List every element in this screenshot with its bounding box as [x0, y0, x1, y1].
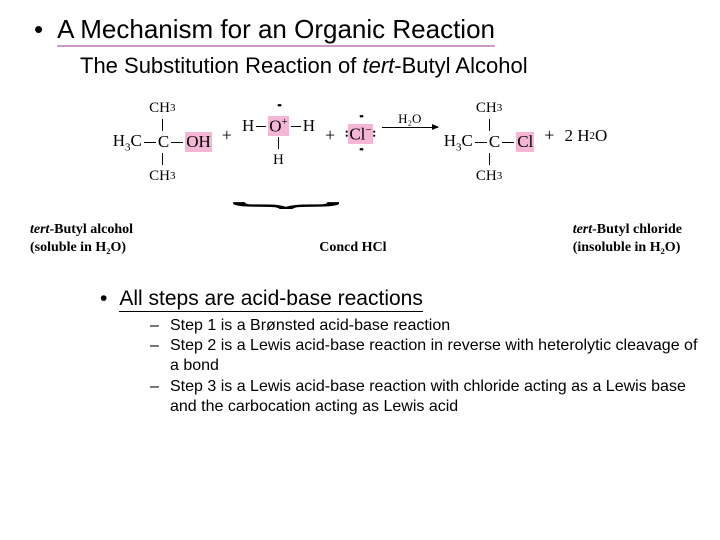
- arrow-label: H₂O: [398, 111, 421, 127]
- cl-group: Cl: [516, 132, 534, 152]
- sub-bullet-row: • All steps are acid-base reactions: [100, 287, 700, 312]
- dash-icon: –: [150, 336, 162, 377]
- title-row: • A Mechanism for an Organic Reaction: [20, 14, 700, 47]
- lone-pair-icon: ••: [373, 130, 376, 138]
- lone-pair-icon: ••: [359, 112, 362, 123]
- step-1-text: Step 1 is a Brønsted acid-base reaction: [170, 316, 450, 336]
- bond-v: [162, 119, 163, 131]
- subtitle-pre: The Substitution Reaction of: [80, 53, 363, 78]
- brace-icon: ⏟: [232, 173, 342, 208]
- list-item: – Step 2 is a Lewis acid-base reaction i…: [150, 336, 700, 377]
- reaction-equation: CH3 H3C C OH CH3 + •• H O+ H H ⏟ + •• ••: [20, 97, 700, 217]
- bond-v: [278, 137, 279, 149]
- o-atom: O+: [268, 116, 289, 137]
- mol-tbutyl-chloride: CH3 H3C C Cl CH3: [444, 97, 535, 187]
- list-item: – Step 1 is a Brønsted acid-base reactio…: [150, 316, 700, 336]
- mol-chloride: •• •• Cl− •• ••: [345, 111, 376, 155]
- step-3-text: Step 3 is a Lewis acid-base reaction wit…: [170, 377, 700, 418]
- page-title: A Mechanism for an Organic Reaction: [57, 14, 495, 47]
- h3c: H3C: [444, 131, 473, 153]
- bond-v: [162, 153, 163, 165]
- lone-pair-icon: ••: [359, 145, 362, 156]
- plus-icon: +: [325, 125, 335, 146]
- water-2h: 2 H: [564, 126, 589, 146]
- labels-row: tert-Butyl alcohol (soluble in H₂O) Conc…: [20, 221, 700, 257]
- label-reactant: tert-Butyl alcohol (soluble in H₂O): [30, 221, 133, 257]
- mol-tbutyl-alcohol: CH3 H3C C OH CH3: [113, 97, 212, 187]
- label-reagent: Concd HCl: [319, 239, 386, 257]
- bond-h: [475, 142, 487, 143]
- bullet-level1: •: [34, 14, 43, 45]
- water-o: O: [595, 126, 607, 146]
- ch3-top: CH: [149, 100, 170, 117]
- arrow-icon: [382, 127, 438, 128]
- mol-water: 2 H2O: [564, 125, 607, 147]
- bond-v: [489, 119, 490, 131]
- sub3: 3: [497, 102, 503, 114]
- dash-icon: –: [150, 316, 162, 336]
- ch3-top: CH: [476, 100, 497, 117]
- steps-list: – Step 1 is a Brønsted acid-base reactio…: [150, 316, 700, 418]
- lone-pair-icon: ••: [277, 101, 280, 112]
- subtitle: The Substitution Reaction of tert-Butyl …: [80, 53, 700, 79]
- subtitle-italic: tert: [363, 53, 395, 78]
- plus-icon: +: [544, 125, 554, 146]
- h-atom: H: [242, 116, 254, 136]
- bullet-level2: •: [100, 287, 107, 311]
- arrow-group: H₂O: [382, 127, 438, 128]
- h3c: H3C: [113, 131, 142, 153]
- ch3-bot: CH: [149, 168, 170, 185]
- bond-h: [144, 142, 156, 143]
- step-2-text: Step 2 is a Lewis acid-base reaction in …: [170, 336, 700, 377]
- dash-icon: –: [150, 377, 162, 418]
- bond-h: [171, 142, 183, 143]
- bond-v: [489, 153, 490, 165]
- mol-hydronium: •• H O+ H H ⏟: [242, 97, 315, 171]
- list-item: – Step 3 is a Lewis acid-base reaction w…: [150, 377, 700, 418]
- h-atom: H: [273, 152, 284, 169]
- sub3: 3: [170, 170, 176, 182]
- cl-atom: Cl−: [348, 124, 372, 145]
- ch3-bot: CH: [476, 168, 497, 185]
- sub3: 3: [497, 170, 503, 182]
- plus-icon: +: [222, 125, 232, 146]
- oh-group: OH: [185, 132, 212, 152]
- bond-h: [291, 126, 301, 127]
- c-center: C: [158, 132, 169, 152]
- h-atom: H: [303, 116, 315, 136]
- bond-h: [256, 126, 266, 127]
- sub-bullet-text: All steps are acid-base reactions: [119, 287, 423, 312]
- sub3: 3: [170, 102, 176, 114]
- bond-h: [502, 142, 514, 143]
- subtitle-post: -Butyl Alcohol: [394, 53, 527, 78]
- label-product: tert-Butyl chloride (insoluble in H₂O): [573, 221, 682, 257]
- c-center: C: [489, 132, 500, 152]
